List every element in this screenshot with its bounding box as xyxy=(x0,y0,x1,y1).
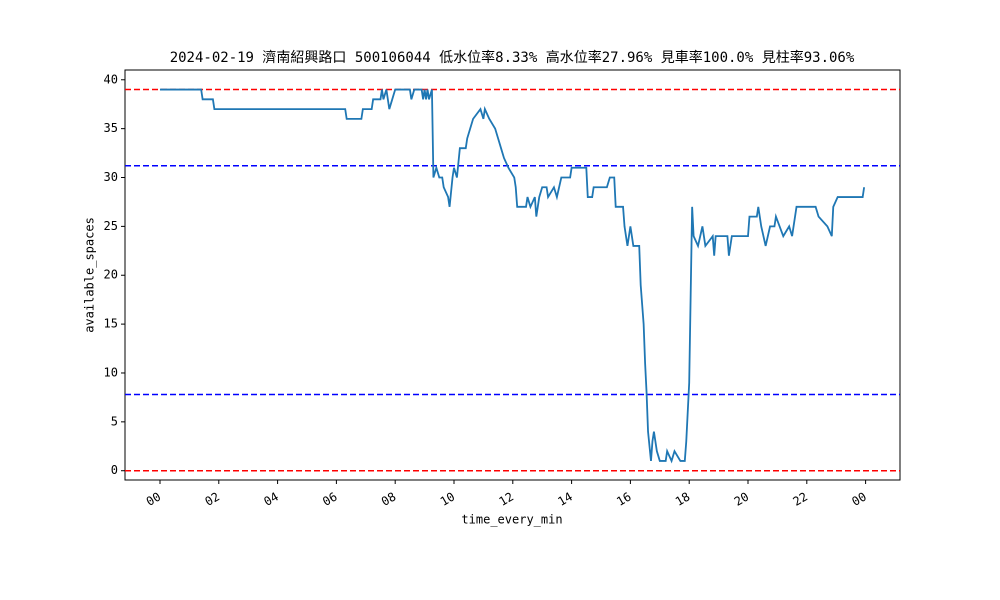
y-axis-label: available_spaces xyxy=(83,217,97,333)
y-tick-label: 5 xyxy=(111,414,118,428)
y-tick-label: 15 xyxy=(104,317,118,331)
y-tick-label: 40 xyxy=(104,72,118,86)
x-tick-label: 18 xyxy=(673,490,693,509)
x-axis-label: time_every_min xyxy=(461,513,562,527)
x-tick-label: 12 xyxy=(497,490,517,509)
x-tick-label: 16 xyxy=(614,490,634,509)
y-tick-label: 10 xyxy=(104,365,118,379)
x-tick-label: 14 xyxy=(555,490,575,509)
x-tick-label: 22 xyxy=(791,490,811,509)
y-tick-label: 0 xyxy=(111,463,118,477)
x-tick-label: 00 xyxy=(849,490,869,509)
x-tick-label: 08 xyxy=(379,490,399,509)
x-tick-label: 20 xyxy=(732,490,752,509)
x-tick-label: 10 xyxy=(438,490,458,509)
y-tick-label: 35 xyxy=(104,121,118,135)
y-tick-label: 20 xyxy=(104,268,118,282)
chart-title: 2024-02-19 濟南紹興路口 500106044 低水位率8.33% 高水… xyxy=(170,49,855,66)
x-tick-label: 04 xyxy=(261,490,281,509)
y-tick-label: 25 xyxy=(104,219,118,233)
y-tick-label: 30 xyxy=(104,170,118,184)
x-tick-label: 02 xyxy=(203,490,223,509)
x-tick-label: 00 xyxy=(144,490,164,509)
x-tick-label: 06 xyxy=(320,490,340,509)
data-line xyxy=(159,88,866,464)
